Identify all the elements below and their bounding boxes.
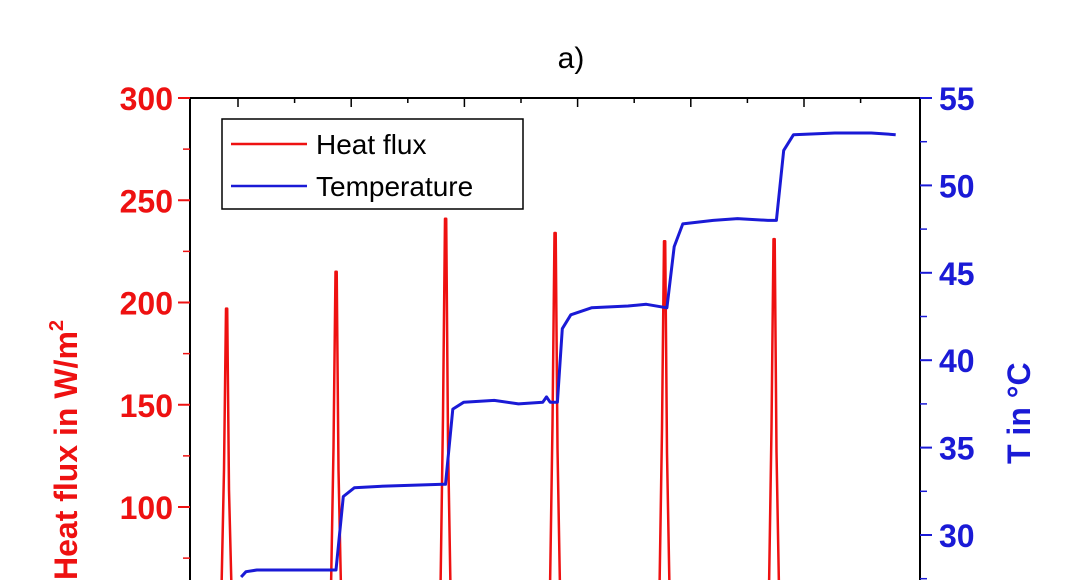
- right-tick-label: 50: [939, 168, 975, 204]
- series-heat-flux-line: [220, 217, 781, 580]
- left-tick-label: 250: [120, 183, 173, 219]
- left-axis: 100 150 200 250 300: [120, 81, 190, 559]
- right-tick-label: 35: [939, 431, 975, 467]
- left-axis-label: Heat flux in W/m2: [46, 320, 84, 580]
- right-axis: 30 35 40 45 50 55: [920, 81, 975, 580]
- right-axis-label: T in °C: [1001, 362, 1037, 464]
- left-tick-label: 200: [120, 286, 173, 322]
- legend-box: [221, 118, 524, 210]
- legend-label-temperature: Temperature: [316, 171, 473, 202]
- legend-label-heat-flux: Heat flux: [316, 129, 427, 160]
- chart-title: a): [558, 42, 585, 75]
- right-tick-label: 55: [939, 81, 975, 117]
- left-tick-label: 150: [120, 388, 173, 424]
- right-tick-label: 40: [939, 343, 975, 379]
- right-tick-label: 30: [939, 518, 975, 554]
- right-tick-label: 45: [939, 256, 975, 292]
- series-temperature-line: [239, 131, 896, 579]
- left-tick-label: 100: [120, 490, 173, 526]
- legend: Heat flux Temperature: [221, 118, 524, 210]
- left-axis-label-superscript: 2: [46, 320, 68, 331]
- left-tick-label: 300: [120, 81, 173, 117]
- plot-frame: [189, 97, 921, 580]
- series-layer: [220, 131, 896, 580]
